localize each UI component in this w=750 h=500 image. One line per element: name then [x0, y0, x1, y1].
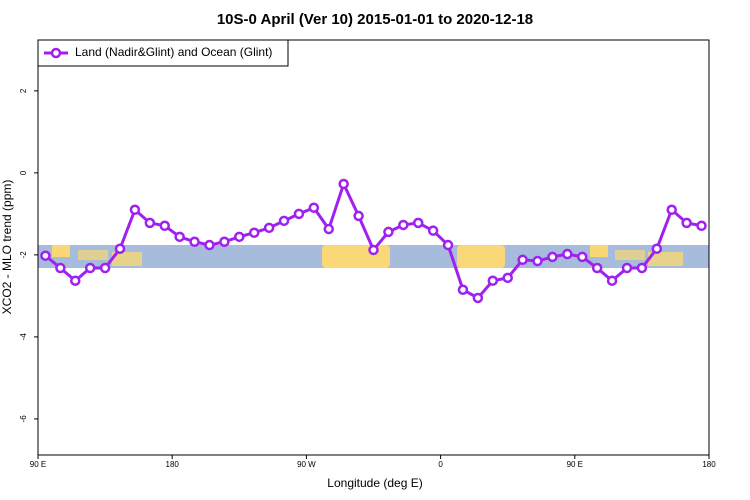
- data-point: [84, 262, 96, 274]
- data-point: [189, 236, 200, 248]
- data-point: [263, 222, 275, 234]
- data-point: [532, 255, 543, 267]
- data-point: [398, 219, 409, 231]
- data-point: [487, 275, 499, 286]
- data-point: [323, 223, 335, 235]
- x-tick-label: 180: [166, 460, 180, 469]
- data-point: [368, 244, 379, 256]
- data-point: [547, 251, 558, 263]
- plot-frame: [37, 39, 710, 456]
- y-axis-label: XCO2 - MLO trend (ppm): [0, 180, 14, 315]
- data-point: [159, 220, 170, 232]
- y-tick-label: -2: [19, 251, 28, 259]
- data-point: [99, 262, 111, 274]
- data-point: [442, 239, 454, 251]
- data-point: [219, 236, 230, 248]
- data-point: [457, 284, 469, 295]
- legend-marker: [50, 47, 62, 59]
- data-point: [412, 217, 424, 229]
- data-point: [383, 226, 394, 238]
- x-tick-label: 0: [438, 460, 443, 469]
- data-point: [472, 292, 484, 304]
- data-point: [591, 262, 603, 274]
- data-point: [293, 208, 305, 220]
- legend: Land (Nadir&Glint) and Ocean (Glint): [37, 39, 289, 67]
- data-point: [70, 275, 81, 286]
- y-tick-label: -6: [19, 415, 28, 423]
- data-point: [129, 204, 141, 216]
- x-tick-label: 90 E: [30, 460, 46, 469]
- data-point: [696, 220, 707, 232]
- data-point: [338, 178, 349, 190]
- data-point: [621, 262, 633, 274]
- data-point: [308, 202, 320, 213]
- data-point: [666, 204, 677, 216]
- data-point: [174, 231, 185, 243]
- x-tick-label: 180: [702, 460, 716, 469]
- x-axis-label: Longitude (deg E): [327, 476, 422, 490]
- data-point: [427, 225, 439, 236]
- data-point: [636, 262, 648, 274]
- x-tick-label: 90 W: [297, 460, 316, 469]
- legend-label: Land (Nadir&Glint) and Ocean (Glint): [75, 45, 272, 59]
- data-point: [40, 250, 51, 261]
- data-point: [562, 248, 573, 260]
- y-tick-label: 0: [19, 170, 28, 175]
- data-point: [234, 231, 245, 243]
- data-point: [278, 215, 290, 227]
- x-tick-label: 90 E: [567, 460, 583, 469]
- data-point: [517, 254, 528, 266]
- data-point: [651, 243, 663, 254]
- data-point: [502, 272, 513, 284]
- series-line: [44, 179, 702, 300]
- data-point: [114, 243, 126, 254]
- chart-title: 10S-0 April (Ver 10) 2015-01-01 to 2020-…: [217, 11, 533, 28]
- legend-box: [37, 39, 289, 67]
- y-tick-label: 2: [19, 88, 28, 93]
- data-point: [577, 251, 588, 263]
- data-point: [681, 217, 692, 229]
- data-point: [204, 239, 215, 251]
- data-point: [353, 210, 364, 222]
- y-tick-label: -4: [19, 333, 28, 341]
- data-point: [144, 217, 156, 229]
- data-point: [606, 275, 618, 286]
- data-point: [248, 227, 260, 238]
- data-point: [55, 262, 66, 274]
